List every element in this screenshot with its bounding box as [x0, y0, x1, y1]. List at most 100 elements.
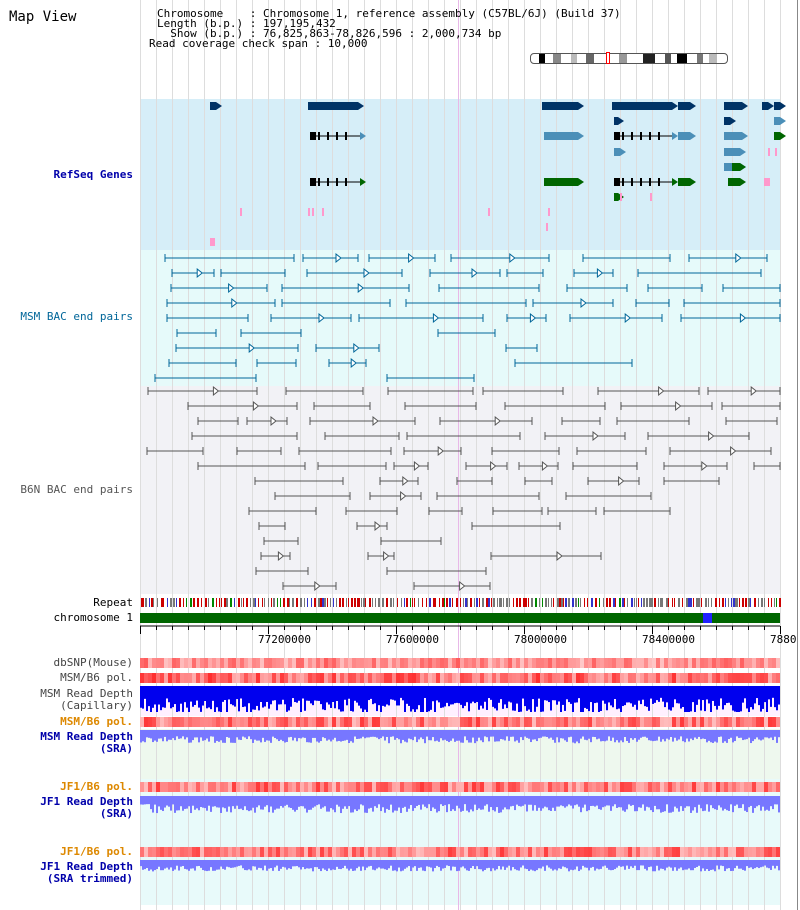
msm-depth-sra-bar — [706, 730, 708, 743]
gene-exon — [614, 132, 620, 140]
dbsnp-cell — [420, 658, 424, 668]
msm-pol2-cell — [568, 717, 572, 727]
msm-depth-sra-bar — [150, 730, 152, 739]
gene-block — [728, 178, 740, 186]
jf1-read-depth-sra-label[interactable]: JF1 Read Depth — [40, 795, 133, 808]
msm-depth-sra-bar — [422, 730, 424, 740]
msm-depth-sra-bar — [536, 730, 538, 742]
msm-read-depth-sra-label[interactable]: MSM Read Depth — [40, 730, 133, 743]
msm-bac-label[interactable]: MSM BAC end pairs — [20, 310, 133, 323]
dbsnp-cell — [448, 658, 452, 668]
msm-read-depth-cap-label[interactable]: MSM Read Depth — [40, 687, 133, 700]
msm-depth-cap-bar — [650, 686, 652, 699]
msm-depth-cap-bar — [512, 686, 514, 711]
jf1-depth-trim-bar — [222, 860, 224, 869]
msm-pol-cell — [608, 673, 612, 683]
msm-pol-cell — [340, 673, 344, 683]
axis-tick-label: 78000000 — [514, 633, 567, 646]
msm-depth-cap-bar — [454, 686, 456, 704]
refseq-mark — [768, 148, 770, 156]
gene-arrow — [690, 102, 696, 110]
dbsnp-label[interactable]: dbSNP(Mouse) — [53, 656, 133, 669]
msm-depth-sra-bar — [562, 730, 564, 739]
msm-depth-sra-bar — [710, 730, 712, 743]
dbsnp-cell — [472, 658, 476, 668]
repeat-feature — [619, 598, 621, 607]
repeat-feature — [745, 598, 747, 607]
jf1-depth-trim-bar — [232, 860, 234, 868]
jf1-pol2-cell — [748, 847, 752, 857]
msm-pol2-cell — [764, 717, 768, 727]
jf1-pol2-cell — [540, 847, 544, 857]
jf1-depth-trim-bar — [328, 860, 330, 869]
jf1-depth-sra-bar — [192, 796, 194, 806]
jf1-b6-pol-2-label[interactable]: JF1/B6 pol. — [60, 845, 133, 858]
jf1-pol-cell — [468, 782, 472, 792]
jf1-depth-sra-bar — [534, 796, 536, 806]
msm-depth-sra-bar — [726, 730, 728, 743]
ideogram-position-marker[interactable] — [606, 52, 610, 64]
msm-depth-cap-bar — [256, 686, 258, 706]
msm-pol-cell — [656, 673, 660, 683]
msm-depth-cap-bar — [528, 686, 530, 710]
jf1-depth-trim-bar — [624, 860, 626, 870]
repeat-feature — [722, 598, 724, 607]
msm-depth-sra-bar — [168, 730, 170, 740]
jf1-pol2-cell — [212, 847, 216, 857]
jf1-depth-sra-bar — [296, 796, 298, 810]
jf1-depth-sra-bar — [572, 796, 574, 809]
repeat-label[interactable]: Repeat — [93, 596, 133, 609]
jf1-pol2-cell — [208, 847, 212, 857]
msm-depth-sra-bar — [448, 730, 450, 743]
msm-depth-sra-bar — [766, 730, 768, 738]
jf1-depth-sra-bar — [660, 796, 662, 813]
jf1-b6-pol-label[interactable]: JF1/B6 pol. — [60, 780, 133, 793]
msm-b6-pol-label[interactable]: MSM/B6 pol. — [60, 671, 133, 684]
jf1-depth-trim-bar — [498, 860, 500, 867]
msm-depth-cap-bar — [250, 686, 252, 712]
msm-depth-cap-bar — [422, 686, 424, 712]
jf1-depth-sra-bar — [182, 796, 184, 811]
jf1-pol-cell — [464, 782, 468, 792]
repeat-feature — [528, 598, 529, 607]
msm-pol-cell — [540, 673, 544, 683]
chromosome-ideogram[interactable] — [530, 53, 728, 64]
repeat-feature — [426, 598, 427, 607]
msm-depth-sra-bar — [188, 730, 190, 743]
gene-arrow — [690, 132, 696, 140]
jf1-depth-sra-bar — [506, 796, 508, 810]
gene-arrow — [740, 148, 746, 156]
msm-depth-cap-bar — [460, 686, 462, 705]
jf1-depth-trim-bar — [322, 860, 324, 869]
b6n-bac-label[interactable]: B6N BAC end pairs — [20, 483, 133, 496]
jf1-depth-trim-bar — [166, 860, 168, 868]
jf1-depth-trim-bar — [716, 860, 718, 866]
gene-arrow — [742, 132, 748, 140]
jf1-depth-trim-bar — [188, 860, 190, 871]
jf1-depth-trim-bar — [696, 860, 698, 867]
msm-pol2-cell — [264, 717, 268, 727]
msm-depth-sra-bar — [398, 730, 400, 740]
chromosome-label[interactable]: chromosome 1 — [53, 611, 133, 624]
refseq-genes-label[interactable]: RefSeq Genes — [53, 168, 133, 181]
dbsnp-cell — [588, 658, 592, 668]
msm-pol-cell — [580, 673, 584, 683]
jf1-pol-cell — [600, 782, 604, 792]
jf1-pol-cell — [244, 782, 248, 792]
jf1-read-depth-trim-label[interactable]: JF1 Read Depth — [40, 860, 133, 873]
dbsnp-cell — [216, 658, 220, 668]
jf1-pol-cell — [236, 782, 240, 792]
msm-b6-pol-2-label[interactable]: MSM/B6 pol. — [60, 715, 133, 728]
jf1-pol2-cell — [584, 847, 588, 857]
jf1-pol-cell — [488, 782, 492, 792]
msm-depth-sra-bar — [340, 730, 342, 742]
jf1-depth-trim-bar — [192, 860, 194, 869]
msm-depth-cap-bar — [310, 686, 312, 704]
msm-pol-cell — [552, 673, 556, 683]
msm-depth-sra-bar — [316, 730, 318, 742]
jf1-pol2-cell — [412, 847, 416, 857]
jf1-pol2-cell — [488, 847, 492, 857]
jf1-pol2-cell — [692, 847, 696, 857]
jf1-depth-sra-bar — [200, 796, 202, 808]
jf1-pol2-cell — [704, 847, 708, 857]
